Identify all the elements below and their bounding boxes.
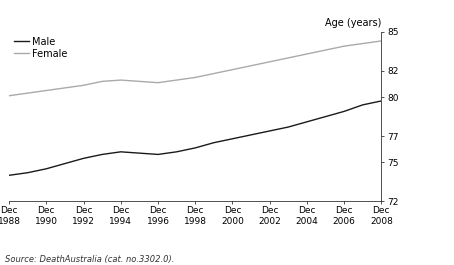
Female <box>379 39 384 42</box>
Male <box>81 157 86 160</box>
Text: Source: DeathAustralia (cat. no.3302.0).: Source: DeathAustralia (cat. no.3302.0). <box>5 255 174 264</box>
Legend: Male, Female: Male, Female <box>14 37 68 59</box>
Male <box>304 120 310 123</box>
Female <box>323 48 328 52</box>
Male <box>62 162 68 165</box>
Male <box>267 129 272 132</box>
Male <box>341 110 347 113</box>
Female <box>304 52 310 56</box>
Line: Female: Female <box>9 41 381 96</box>
Female <box>230 68 235 71</box>
Female <box>81 84 86 87</box>
Female <box>137 80 142 83</box>
Female <box>25 91 30 95</box>
Female <box>118 78 123 82</box>
Male <box>44 167 49 170</box>
Female <box>286 56 291 59</box>
Male <box>25 171 30 174</box>
Female <box>99 80 105 83</box>
Female <box>174 78 179 82</box>
Male <box>192 146 198 149</box>
Female <box>248 64 254 67</box>
Male <box>360 103 365 107</box>
Male <box>118 150 123 153</box>
Female <box>192 76 198 79</box>
Text: Age (years): Age (years) <box>325 18 381 28</box>
Male <box>174 150 179 153</box>
Female <box>155 81 161 84</box>
Male <box>137 152 142 155</box>
Female <box>360 42 365 45</box>
Male <box>230 137 235 140</box>
Female <box>6 94 12 97</box>
Female <box>211 72 217 75</box>
Male <box>248 133 254 136</box>
Line: Male: Male <box>9 101 381 175</box>
Female <box>341 45 347 48</box>
Female <box>62 86 68 90</box>
Female <box>267 60 272 63</box>
Female <box>44 89 49 92</box>
Male <box>155 153 161 156</box>
Male <box>379 99 384 103</box>
Male <box>286 125 291 129</box>
Male <box>6 174 12 177</box>
Male <box>211 141 217 144</box>
Male <box>323 115 328 118</box>
Male <box>99 153 105 156</box>
